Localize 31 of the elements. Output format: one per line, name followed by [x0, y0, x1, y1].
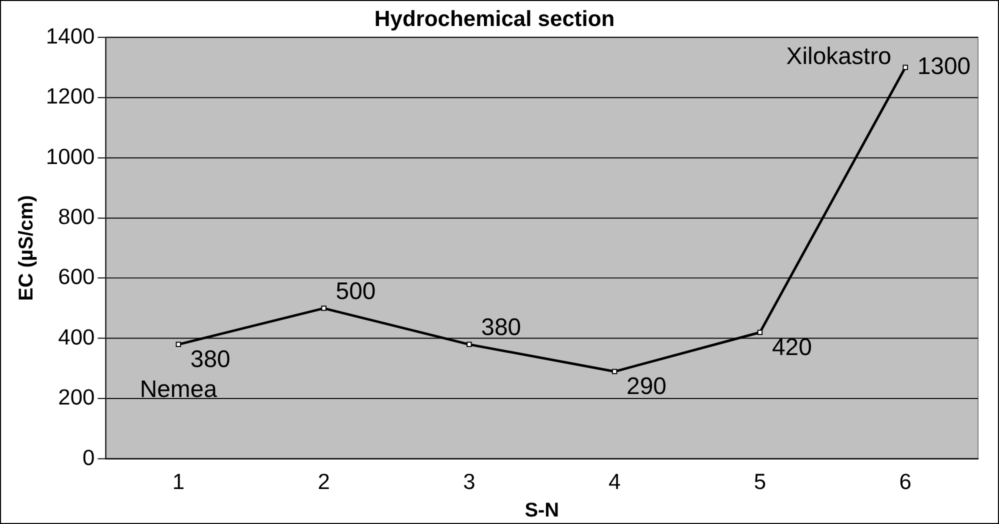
annotation: Xilokastro — [786, 43, 892, 70]
y-tick-label: 1200 — [46, 84, 95, 109]
y-tick-label: 600 — [58, 264, 95, 290]
x-tick-label: 5 — [754, 469, 766, 494]
point — [902, 64, 908, 70]
y-tick-label: 1400 — [46, 23, 95, 48]
chart-title: Hydrochemical section — [374, 6, 615, 32]
annotation: Nemea — [140, 376, 218, 403]
data-label: 380 — [481, 314, 522, 342]
x-tick-label: 1 — [172, 469, 185, 494]
data-label: 420 — [772, 334, 812, 361]
point — [757, 330, 763, 335]
data-label: 380 — [190, 346, 230, 373]
y-tick-label: 200 — [58, 384, 95, 410]
point — [612, 368, 618, 374]
y-tick-label: 1000 — [46, 144, 95, 169]
x-axis-title: S-N — [524, 500, 560, 522]
data-label: 500 — [336, 278, 376, 305]
data-label: 290 — [626, 373, 667, 400]
x-tick-label: 6 — [899, 469, 912, 494]
y-tick-label: 800 — [58, 204, 95, 229]
y-tick-label: 0 — [82, 444, 95, 470]
data-label: 1300 — [917, 52, 971, 80]
y-axis-title: EC (µS/cm) — [15, 195, 38, 301]
x-tick-label: 4 — [608, 469, 621, 494]
point — [321, 306, 326, 311]
x-tick-label: 3 — [463, 469, 476, 494]
x-tick-label: 2 — [318, 469, 330, 494]
point — [466, 342, 472, 348]
y-tick-label: 400 — [58, 324, 95, 350]
point — [176, 342, 182, 348]
